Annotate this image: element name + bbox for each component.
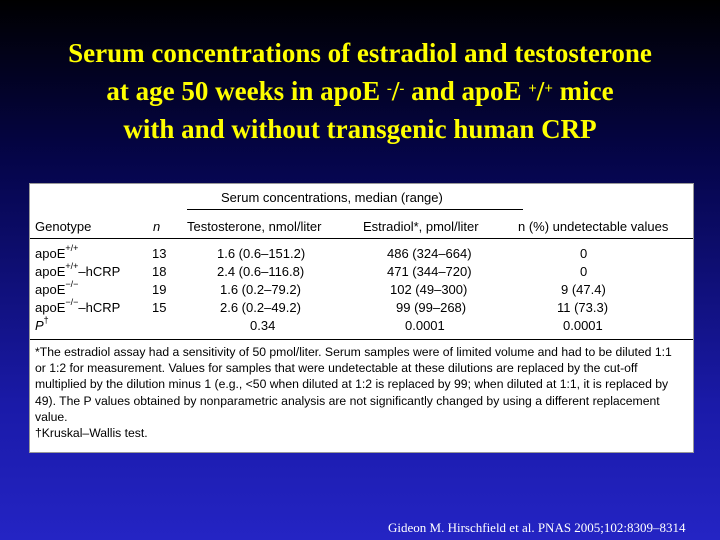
cell-genotype: apoE−/−	[35, 279, 79, 297]
cell-estradiol: 99 (99–268)	[396, 300, 467, 315]
footnote-kruskal: †Kruskal–Wallis test.	[35, 426, 148, 441]
cell-testosterone: 2.4 (0.6–116.8)	[217, 264, 305, 279]
cell-genotype: apoE+/+–hCRP	[35, 261, 121, 279]
cell-p-estradiol: 0.0001	[405, 318, 445, 333]
title-line-2: at age 50 weeks in apoE -/- and apoE +/+…	[0, 72, 720, 110]
table-panel: Serum concentrations, median (range) Gen…	[29, 183, 694, 453]
cell-n: 19	[152, 282, 167, 297]
citation: Gideon M. Hirschfield et al. PNAS 2005;1…	[388, 520, 686, 535]
footnote-estradiol: *The estradiol assay had a sensitivity o…	[35, 345, 672, 424]
cell-genotype: apoE−/−–hCRP	[35, 297, 121, 315]
cell-p-testosterone: 0.34	[250, 318, 276, 333]
cell-estradiol: 471 (344–720)	[387, 264, 472, 279]
title-line-1: Serum concentrations of estradiol and te…	[68, 38, 652, 68]
cell-genotype: apoE+/+	[35, 243, 79, 261]
cell-undetectable: 0	[580, 264, 588, 279]
title-sup: -	[399, 81, 405, 97]
cell-testosterone: 1.6 (0.6–151.2)	[217, 246, 306, 261]
cell-n: 15	[152, 300, 167, 315]
footnotes: *The estradiol assay had a sensitivity o…	[35, 344, 685, 441]
cell-undetectable: 11 (73.3)	[557, 300, 609, 315]
col-undetectable: n (%) undetectable values	[518, 219, 669, 234]
title-line-3: with and without transgenic human CRP	[123, 114, 597, 144]
col-n: n	[153, 219, 161, 234]
cell-n: 18	[152, 264, 167, 279]
cell-testosterone: 1.6 (0.2–79.2)	[220, 282, 301, 297]
title-line-2-text: at age 50 weeks in apoE	[106, 76, 387, 106]
cell-estradiol: 102 (49–300)	[390, 282, 468, 297]
cell-undetectable: 9 (47.4)	[561, 282, 606, 297]
cell-testosterone: 2.6 (0.2–49.2)	[220, 300, 301, 315]
cell-estradiol: 486 (324–664)	[387, 246, 472, 261]
slide-title: Serum concentrations of estradiol and te…	[0, 34, 720, 148]
col-testosterone: Testosterone, nmol/liter	[187, 219, 322, 234]
title-sup: -	[386, 81, 392, 97]
cell-p-label: P†	[35, 315, 49, 333]
col-estradiol: Estradiol*, pmol/liter	[363, 219, 479, 234]
title-sup: +	[544, 81, 553, 97]
span-header: Serum concentrations, median (range)	[221, 190, 443, 205]
title-line-2-text: and apoE	[404, 76, 529, 106]
header-rule	[30, 238, 693, 239]
title-slash: /	[536, 76, 545, 106]
col-genotype: Genotype	[35, 219, 92, 234]
bottom-rule	[30, 339, 693, 340]
cell-p-undetectable: 0.0001	[563, 318, 603, 333]
title-sup: +	[528, 81, 537, 97]
cell-n: 13	[152, 246, 167, 261]
title-line-2-text: mice	[552, 76, 614, 106]
title-slash: /	[391, 76, 400, 106]
cell-undetectable: 0	[580, 246, 588, 261]
span-rule	[187, 209, 523, 210]
